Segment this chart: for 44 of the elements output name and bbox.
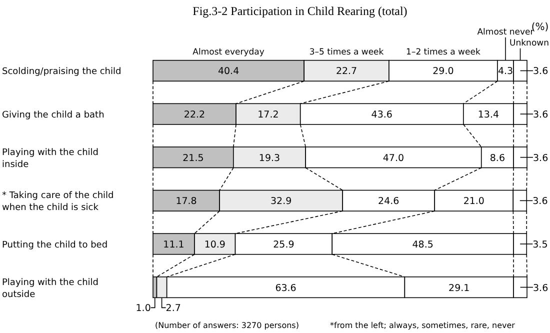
data-label: 48.5 (412, 239, 434, 250)
data-label: 3.6 (533, 152, 548, 164)
data-label: 17.2 (258, 110, 279, 121)
data-label: 1.0 (136, 303, 151, 314)
chart-title: Fig.3-2 Participation in Child Rearing (total) (192, 4, 408, 18)
data-label: 25.9 (273, 239, 294, 250)
series-label: 3–5 times a week (309, 47, 384, 58)
text: *from the left; always, sometimes, rare, never (330, 321, 516, 330)
data-label: 63.6 (275, 282, 296, 294)
series-label: Unknown (510, 38, 549, 48)
data-label: 47.0 (382, 152, 404, 164)
data-label: 3.6 (533, 282, 548, 294)
data-label: 3.5 (532, 239, 548, 250)
y-tick-label: Scolding/praising the child (2, 67, 122, 78)
y-tick-label: Giving the child a bath (2, 110, 104, 121)
data-label: 10.9 (204, 239, 226, 250)
data-label: 43.6 (371, 110, 392, 121)
data-label: 17.8 (176, 196, 197, 208)
y-tick-label: * Taking care of the child when the child is sick (2, 191, 114, 214)
y-tick-label: Playing with the child inside (2, 148, 98, 170)
data-label: 3.6 (533, 66, 548, 78)
data-label: 19.3 (258, 152, 280, 164)
y-tick-label: Putting the child to bed (2, 240, 108, 250)
data-label: 4.3 (498, 66, 514, 78)
text: (Number of answers: 3270 persons) (155, 321, 299, 330)
data-label: 3.6 (532, 196, 548, 208)
data-label: 11.1 (163, 239, 184, 250)
data-label: 29.1 (448, 282, 470, 294)
series-label: Almost everyday (192, 47, 264, 58)
y-tick-label: Playing with the child outside (2, 278, 98, 300)
text: (%) (531, 22, 549, 33)
data-label: 22.7 (336, 66, 358, 78)
data-label: 2.7 (166, 303, 181, 314)
data-label: 13.4 (478, 110, 500, 121)
series-label: 1–2 times a week (406, 47, 480, 58)
data-label: 3.6 (533, 110, 548, 121)
data-label: 8.6 (490, 152, 506, 164)
data-label: 22.2 (184, 110, 206, 121)
data-label: 21.0 (463, 196, 484, 208)
data-label: 24.6 (378, 196, 400, 208)
data-label: 21.5 (182, 152, 204, 164)
data-label: 40.4 (218, 66, 240, 78)
data-label: 29.0 (432, 66, 454, 78)
data-label: 32.9 (270, 196, 292, 208)
